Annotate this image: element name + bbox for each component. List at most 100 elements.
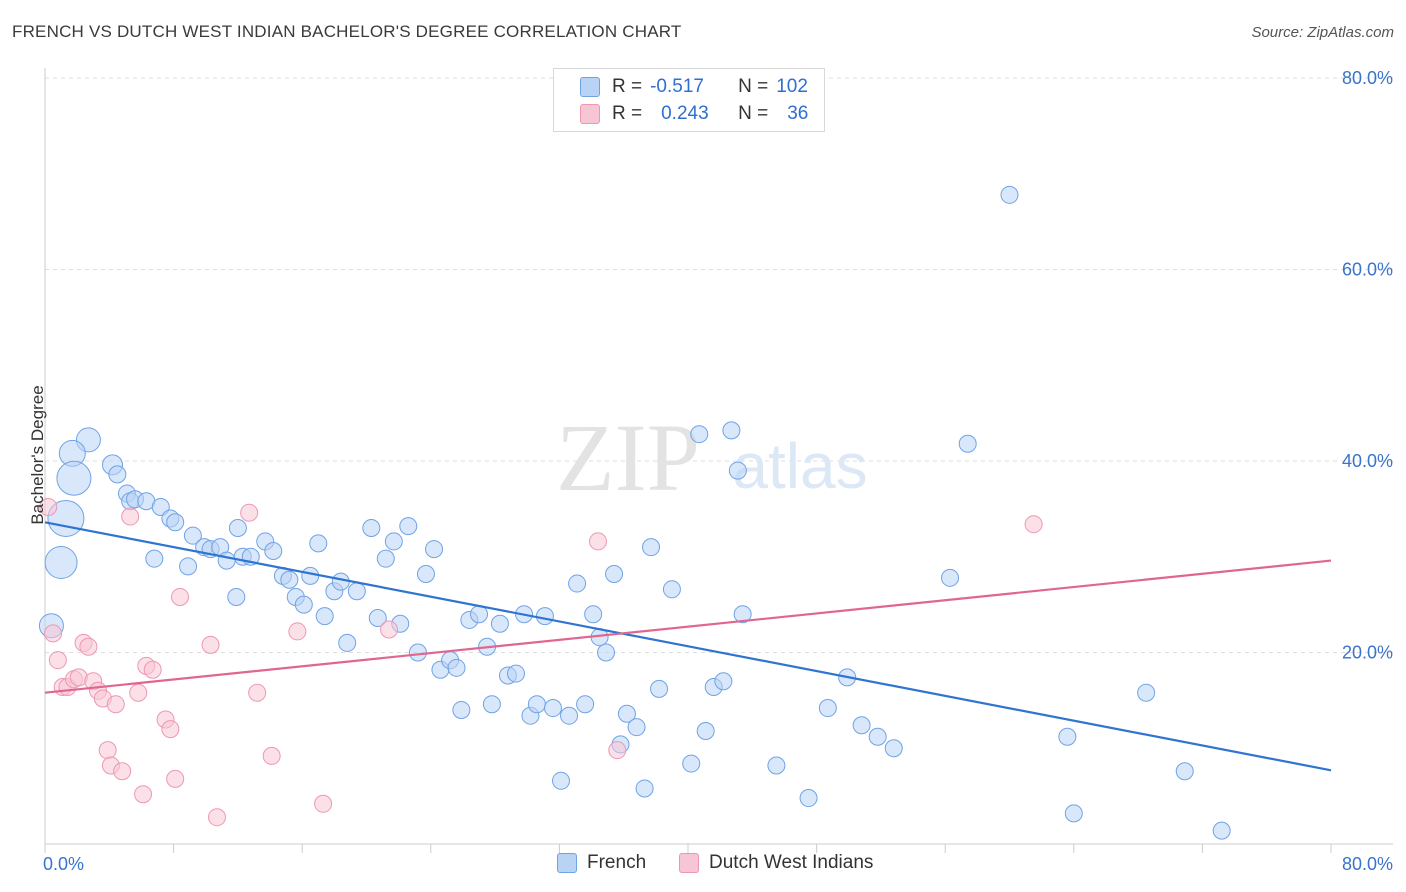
dutch-point	[608, 741, 627, 760]
french-point	[179, 557, 198, 576]
y-tick-label: 80.0%	[1342, 68, 1393, 88]
french-trend-line	[44, 521, 1332, 772]
y-tick-label: 40.0%	[1342, 451, 1393, 471]
dutch-trend-line	[44, 559, 1332, 694]
french-point	[376, 549, 395, 568]
dutch-point	[106, 695, 125, 714]
french-point	[145, 549, 164, 568]
french-point	[506, 664, 525, 683]
french-point	[482, 695, 501, 714]
french-point	[527, 695, 546, 714]
french-point	[309, 534, 328, 553]
correlation-legend: R = -0.517 N = 102 R = 0.243 N = 36	[553, 68, 825, 132]
dutch-point	[134, 785, 153, 804]
legend-row-french: R = -0.517 N = 102	[580, 75, 808, 99]
french-point	[1000, 185, 1019, 204]
french-point	[662, 580, 681, 599]
french-point	[552, 771, 571, 790]
french-point	[1064, 804, 1083, 823]
french-point	[560, 706, 579, 725]
french-point	[470, 605, 489, 624]
french-swatch	[557, 853, 577, 873]
dutch-point	[79, 637, 98, 656]
x-tick-label: 0.0%	[43, 854, 84, 874]
dutch-point	[314, 794, 333, 813]
watermark-zip: ZIP	[556, 404, 700, 511]
french-point	[452, 700, 471, 719]
french-point	[331, 572, 350, 591]
french-point	[852, 716, 871, 735]
french-point	[568, 574, 587, 593]
x-tick-label: 80.0%	[1342, 854, 1393, 874]
french-point	[151, 497, 170, 516]
french-point	[597, 643, 616, 662]
french-point	[227, 587, 246, 606]
french-point	[733, 605, 752, 624]
french-point	[799, 789, 818, 808]
french-point	[650, 679, 669, 698]
tick-labels: 20.0% 40.0% 60.0% 80.0% 0.0% 80.0%	[43, 68, 1393, 874]
french-point	[576, 695, 595, 714]
source-label: Source: ZipAtlas.com	[1251, 24, 1394, 41]
french-point	[958, 434, 977, 453]
legend-item-dutch: Dutch West Indians	[679, 852, 873, 874]
french-point	[490, 614, 509, 633]
french-point	[368, 609, 387, 628]
dutch-point	[143, 660, 162, 679]
french-point	[696, 722, 715, 741]
n-value: 36	[787, 103, 809, 124]
french-point	[425, 540, 444, 559]
french-point	[183, 526, 202, 545]
y-axis-label: Bachelor's Degree	[28, 385, 47, 525]
french-point	[627, 718, 646, 737]
french-point	[1175, 762, 1194, 781]
french-point	[217, 551, 236, 570]
french-point	[767, 756, 786, 775]
dutch-point	[166, 769, 185, 788]
dutch-point	[380, 620, 399, 639]
french-point	[884, 739, 903, 758]
data-points	[38, 185, 1231, 840]
french-point	[315, 607, 334, 626]
french-point	[264, 542, 283, 561]
trend-lines	[44, 521, 1332, 772]
r-value: 0.243	[661, 103, 709, 124]
french-point	[584, 605, 603, 624]
french-point	[347, 582, 366, 601]
dutch-point	[588, 532, 607, 551]
dutch-point	[113, 762, 132, 781]
axes	[44, 68, 1393, 853]
french-point	[362, 519, 381, 538]
french-point	[44, 545, 78, 579]
french-point	[280, 570, 299, 589]
dutch-point	[288, 622, 307, 641]
french-point	[408, 643, 427, 662]
dutch-point	[39, 497, 58, 516]
dutch-point	[48, 651, 67, 670]
chart-title: FRENCH VS DUTCH WEST INDIAN BACHELOR'S D…	[12, 22, 682, 41]
grid-lines	[45, 77, 1393, 653]
legend-row-dutch: R = 0.243 N = 36	[580, 102, 808, 126]
french-point	[728, 461, 747, 480]
french-point	[416, 564, 435, 583]
dutch-point	[121, 507, 140, 526]
n-value: 102	[776, 76, 808, 97]
dutch-point	[201, 635, 220, 654]
french-point	[56, 460, 92, 496]
french-point	[1137, 683, 1156, 702]
dutch-point	[161, 720, 180, 739]
dutch-point	[262, 746, 281, 765]
french-swatch	[580, 77, 600, 97]
r-label: R =	[612, 103, 643, 124]
french-point	[338, 633, 357, 652]
legend-label-dutch: Dutch West Indians	[709, 852, 874, 873]
dutch-point	[98, 741, 117, 760]
french-point	[108, 465, 127, 484]
legend-item-french: French	[557, 852, 646, 874]
french-point	[384, 532, 403, 551]
french-point	[818, 699, 837, 718]
r-value: -0.517	[650, 76, 704, 97]
y-tick-label: 60.0%	[1342, 260, 1393, 280]
dutch-swatch	[580, 104, 600, 124]
watermark: ZIP atlas	[556, 404, 868, 511]
